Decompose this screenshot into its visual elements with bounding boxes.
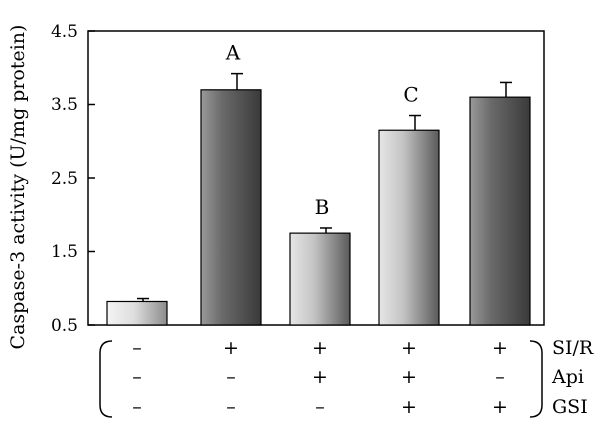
condition-mark: – — [132, 366, 142, 388]
significance-label: A — [225, 41, 241, 65]
condition-label-sir: SI/R — [552, 337, 594, 359]
condition-bracket — [99, 340, 113, 418]
significance-label: B — [315, 195, 330, 219]
y-tick-label: 3.5 — [51, 95, 78, 115]
condition-mark: – — [132, 337, 142, 359]
condition-mark: – — [132, 396, 142, 418]
bar — [378, 129, 440, 326]
condition-label-api: Api — [551, 366, 584, 388]
y-tick-label: 2.5 — [51, 169, 78, 189]
condition-label-gsi: GSI — [552, 396, 588, 418]
significance-label: C — [403, 83, 418, 107]
y-axis-label: Caspase-3 activity (U/mg protein) — [7, 25, 29, 350]
condition-mark: – — [226, 396, 236, 418]
bar — [469, 96, 531, 326]
bar — [289, 232, 351, 326]
condition-mark: – — [315, 396, 325, 418]
bar — [106, 300, 168, 326]
condition-mark: + — [223, 337, 239, 359]
y-tick-labels: 0.5 1.5 2.5 3.5 4.5 — [51, 22, 78, 336]
condition-bracket-right — [529, 340, 543, 418]
y-tick-label: 0.5 — [51, 316, 78, 336]
y-tick-label: 1.5 — [51, 242, 78, 262]
condition-mark: + — [492, 396, 508, 418]
condition-mark: + — [401, 366, 417, 388]
bar — [200, 89, 262, 326]
condition-mark: + — [401, 396, 417, 418]
condition-mark: + — [312, 337, 328, 359]
condition-mark: – — [226, 366, 236, 388]
condition-mark: + — [312, 366, 328, 388]
y-tick-label: 4.5 — [51, 22, 78, 42]
condition-mark: + — [401, 337, 417, 359]
condition-mark: – — [495, 366, 505, 388]
condition-mark: + — [492, 337, 508, 359]
